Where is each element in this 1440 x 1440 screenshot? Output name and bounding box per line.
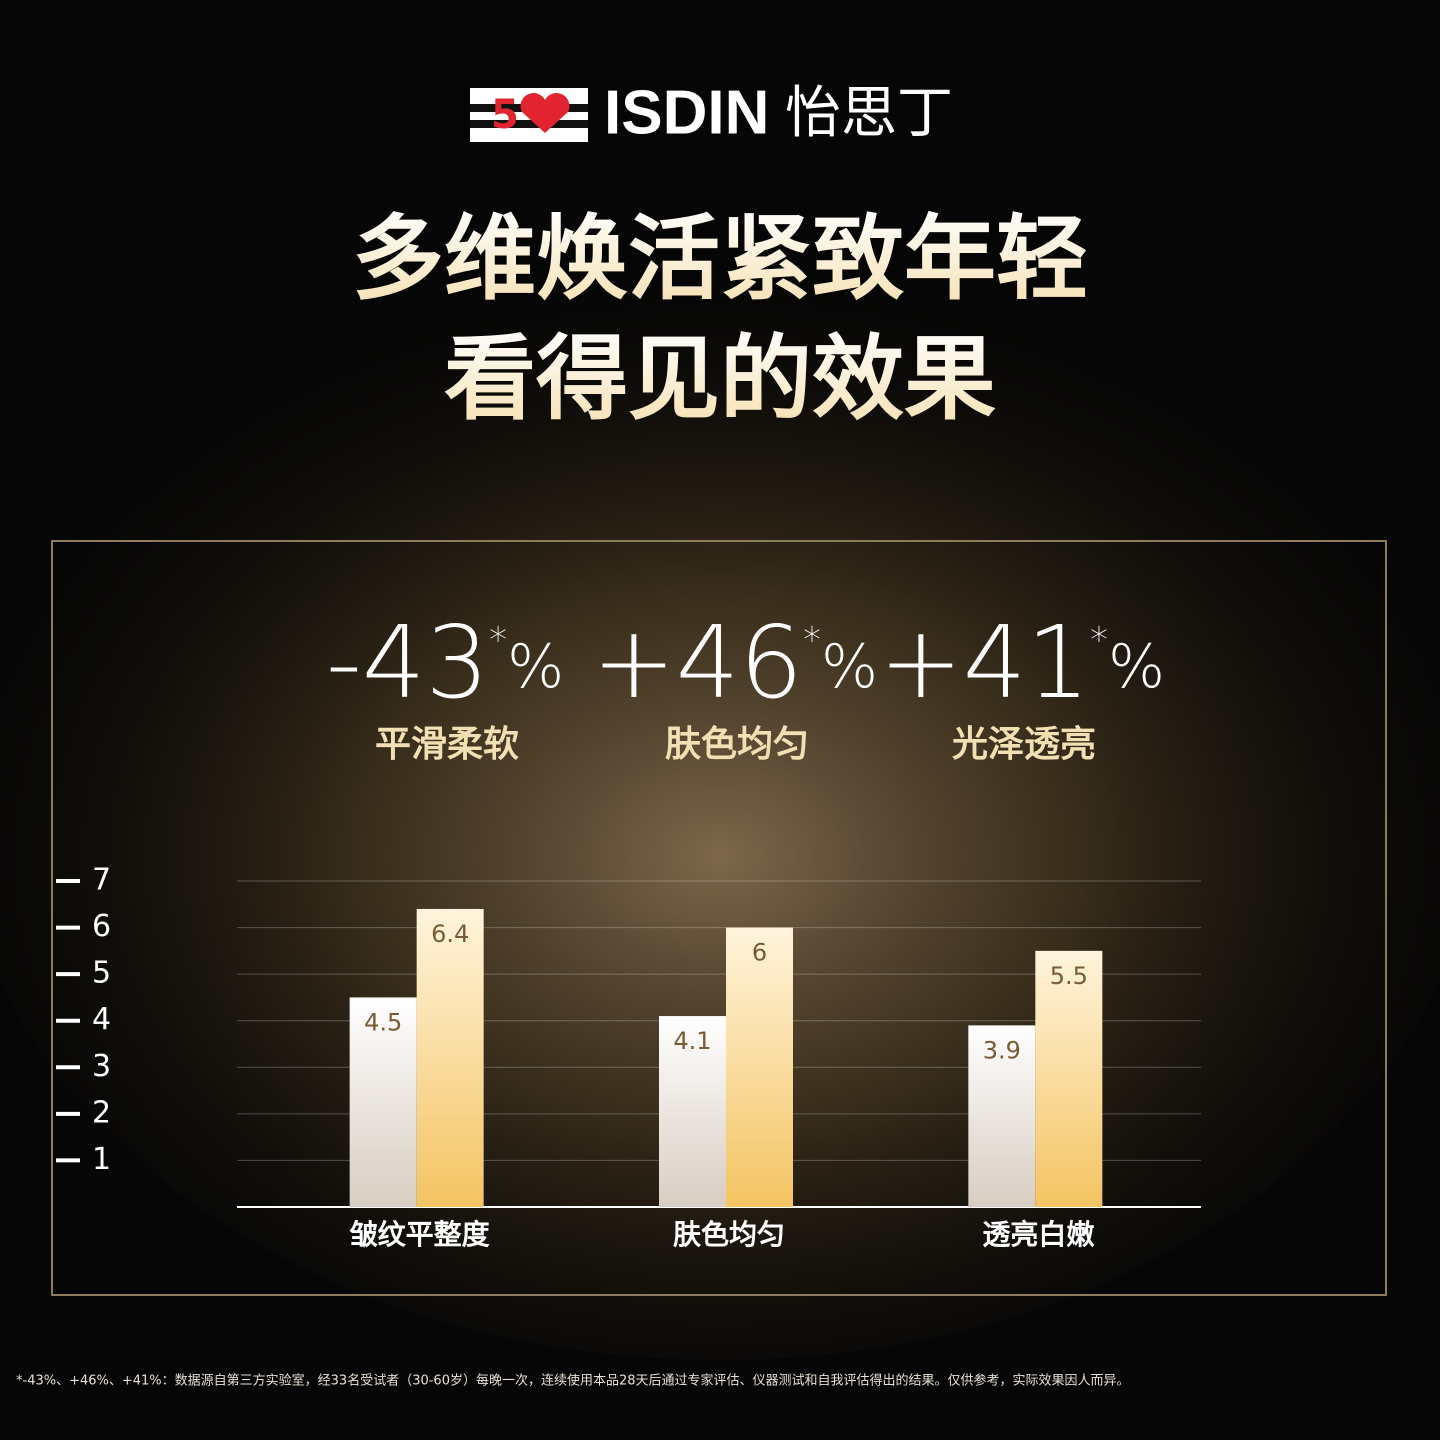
y-tick-label: 6 — [92, 909, 111, 944]
value-label: 3.9 — [983, 1036, 1021, 1064]
logo: 5 ISDIN 怡思丁 — [470, 78, 953, 147]
stat-unit: % — [1108, 632, 1165, 702]
stat-mark: * — [489, 620, 507, 661]
bar — [349, 997, 417, 1207]
value-label: 4.5 — [364, 1008, 402, 1036]
title: 看得见的效果 — [444, 325, 996, 432]
y-tick-label: 2 — [92, 1095, 111, 1130]
logo-stripe — [470, 120, 588, 128]
bar — [726, 927, 793, 1207]
stat-value: +41 — [879, 604, 1090, 721]
stat-mark: * — [1090, 620, 1108, 661]
y-tick-label: 7 — [92, 863, 111, 898]
brand-cn: 怡思丁 — [785, 81, 953, 146]
stat-unit: % — [507, 632, 564, 702]
value-label: 6.4 — [431, 920, 469, 948]
value-label: 6 — [752, 939, 767, 967]
y-tick-label: 3 — [92, 1049, 111, 1084]
logo-heart — [520, 93, 570, 133]
x-tick-label: 皱纹平整度 — [349, 1218, 490, 1251]
value-label: 4.1 — [673, 1027, 711, 1055]
title: 多维焕活紧致年轻 — [352, 205, 1088, 312]
stat: -43*% — [326, 604, 564, 721]
stat-value: +46 — [592, 604, 803, 721]
value-label: 5.5 — [1050, 962, 1088, 990]
stat-unit: % — [821, 632, 878, 702]
bar — [1035, 950, 1103, 1207]
stat-value: -43 — [326, 604, 489, 721]
stat-label: 平滑柔软 — [375, 724, 519, 765]
x-tick-label: 肤色均匀 — [673, 1218, 785, 1251]
y-tick-label: 4 — [92, 1002, 111, 1037]
bar — [659, 1016, 726, 1207]
frame — [51, 540, 1387, 1296]
logo-badge: 5 — [491, 92, 519, 138]
x-tick-label: 透亮白嫩 — [982, 1218, 1095, 1251]
y-tick-label: 1 — [92, 1142, 111, 1177]
stat-label: 肤色均匀 — [665, 724, 809, 765]
bar — [968, 1025, 1036, 1207]
y-tick-label: 5 — [92, 956, 111, 991]
footnote: *-43%、+46%、+41%：数据源自第三方实验室，经33名受试者（30-60… — [16, 1373, 1130, 1389]
stat-mark: * — [803, 620, 821, 661]
brand: ISDIN — [604, 78, 769, 147]
bar — [416, 908, 484, 1207]
stat: +41*% — [879, 604, 1165, 721]
stat-label: 光泽透亮 — [952, 724, 1096, 765]
stat: +46*% — [592, 604, 878, 721]
